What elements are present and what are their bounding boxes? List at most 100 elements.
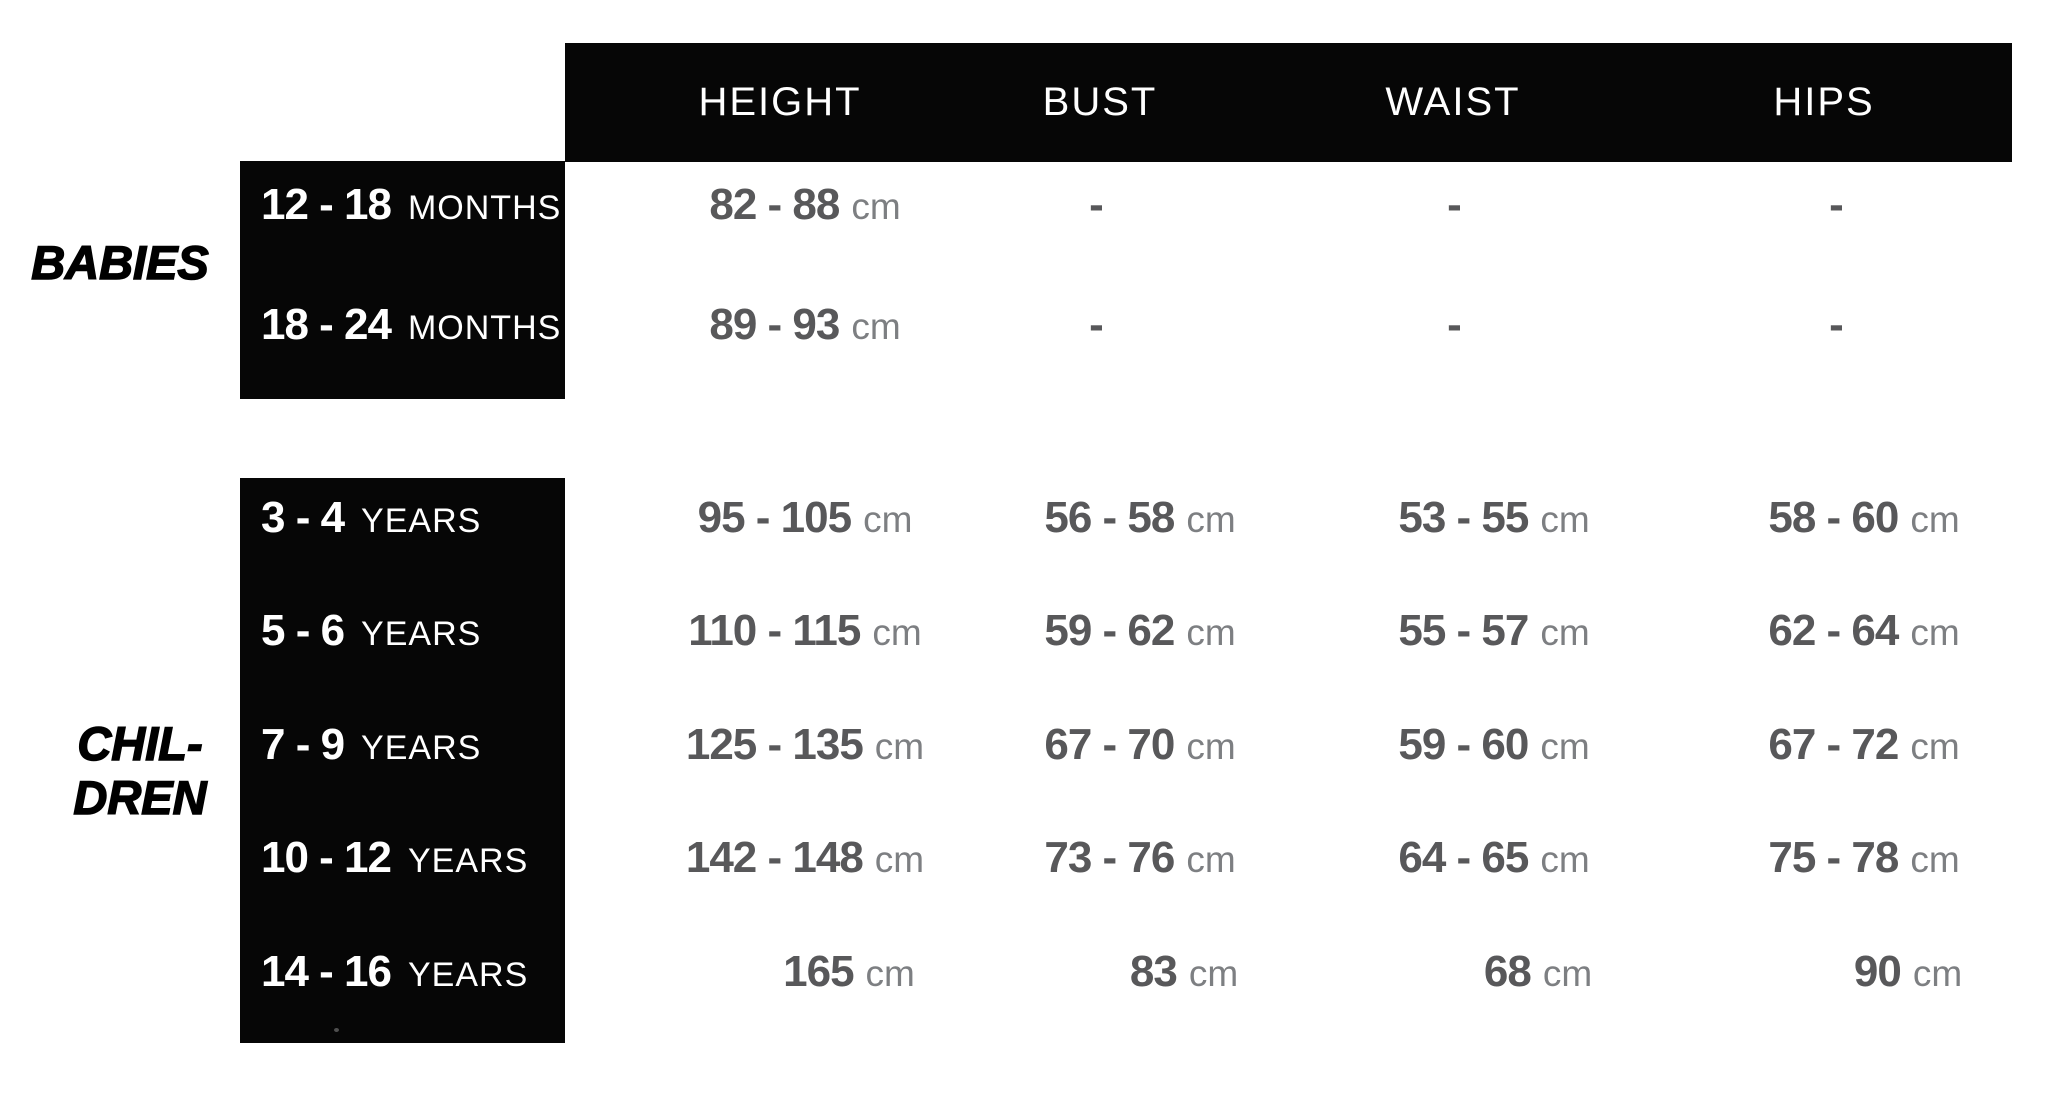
- value: 56 - 58: [1044, 493, 1175, 542]
- value-unit: cm: [1186, 839, 1236, 880]
- size-range: 5 - 6: [261, 606, 345, 655]
- value: 165: [783, 947, 854, 996]
- value: 68: [1483, 947, 1532, 996]
- cell-children-5-6-waist: 55 - 57 cm: [1324, 606, 1664, 656]
- value-unit: cm: [1540, 839, 1590, 880]
- cell-children-14-16-hips: 90 cm: [1738, 947, 2048, 997]
- cell-children-3-4-height: 95 - 105 cm: [635, 493, 975, 543]
- cell-children-7-9-hips: 67 - 72 cm: [1694, 720, 2034, 770]
- value: 59 - 62: [1044, 606, 1175, 655]
- cell-children-5-6-height: 110 - 115 cm: [635, 606, 975, 656]
- size-unit: YEARS: [407, 842, 529, 880]
- cell-children-10-12-height: 142 - 148 cm: [635, 833, 975, 883]
- section-label-children: CHIL- DREN: [20, 716, 260, 825]
- row-label-babies-18-24: 18 - 24 MONTHS: [261, 300, 561, 350]
- value-unit: cm: [1540, 499, 1590, 540]
- row-label-children-14-16: 14 - 16 YEARS: [261, 947, 528, 997]
- cell-babies-12-18-bust: -: [926, 180, 1266, 230]
- value: 62 - 64: [1768, 606, 1899, 655]
- column-header-bust: BUST: [1042, 80, 1158, 124]
- cell-children-7-9-bust: 67 - 70 cm: [970, 720, 1310, 770]
- row-label-children-5-6: 5 - 6 YEARS: [261, 606, 481, 656]
- value: 89 - 93: [709, 300, 840, 349]
- cell-babies-12-18-waist: -: [1284, 180, 1624, 230]
- size-unit: YEARS: [361, 502, 482, 540]
- size-range: 18 - 24: [261, 300, 392, 349]
- cell-children-7-9-height: 125 - 135 cm: [635, 720, 975, 770]
- value-unit: cm: [1910, 612, 1960, 653]
- value: -: [1089, 300, 1104, 349]
- babies-sizes-panel: [240, 161, 565, 399]
- value-unit: cm: [851, 306, 901, 347]
- column-header-waist: WAIST: [1385, 80, 1521, 124]
- value-unit: cm: [874, 839, 925, 880]
- value-unit: cm: [865, 953, 915, 994]
- value-unit: cm: [1186, 726, 1236, 767]
- value-unit: cm: [851, 186, 901, 227]
- cell-babies-18-24-hips: -: [1666, 300, 2006, 350]
- value-unit: cm: [1540, 726, 1590, 767]
- value-unit: cm: [1188, 953, 1239, 994]
- section-label-line: DREN: [73, 770, 208, 825]
- value: 64 - 65: [1398, 833, 1529, 882]
- column-header-height: HEIGHT: [698, 80, 862, 124]
- value-unit: cm: [1540, 612, 1590, 653]
- value: 110 - 115: [688, 606, 861, 655]
- size-unit: YEARS: [361, 729, 482, 767]
- cell-children-10-12-hips: 75 - 78 cm: [1694, 833, 2034, 883]
- section-label-line: BABIES: [30, 235, 209, 290]
- value-unit: cm: [1912, 953, 1963, 994]
- size-range: 10 - 12: [261, 833, 392, 882]
- cell-children-14-16-height: 165 cm: [679, 947, 1019, 997]
- value: -: [1447, 300, 1462, 349]
- value: 75 - 78: [1768, 833, 1899, 882]
- value-unit: cm: [1186, 612, 1236, 653]
- value-unit: cm: [874, 726, 925, 767]
- size-range: 7 - 9: [261, 720, 345, 769]
- value: 59 - 60: [1398, 720, 1529, 769]
- value-unit: cm: [1910, 726, 1960, 767]
- value: 142 - 148: [685, 833, 864, 882]
- value: 67 - 70: [1044, 720, 1175, 769]
- size-range: 14 - 16: [261, 947, 392, 996]
- cell-children-7-9-waist: 59 - 60 cm: [1324, 720, 1664, 770]
- stray-mark: [334, 1028, 339, 1032]
- cell-children-3-4-hips: 58 - 60 cm: [1694, 493, 2034, 543]
- cell-children-5-6-bust: 59 - 62 cm: [970, 606, 1310, 656]
- value: -: [1447, 180, 1462, 229]
- value-unit: cm: [1186, 499, 1236, 540]
- row-label-babies-12-18: 12 - 18 MONTHS: [261, 180, 561, 230]
- cell-children-3-4-bust: 56 - 58 cm: [970, 493, 1310, 543]
- size-unit: MONTHS: [407, 309, 562, 347]
- cell-babies-18-24-waist: -: [1284, 300, 1624, 350]
- table-header-bar: HEIGHT BUST WAIST HIPS: [565, 43, 2012, 162]
- row-label-children-10-12: 10 - 12 YEARS: [261, 833, 528, 883]
- section-label-babies: BABIES: [0, 235, 240, 290]
- section-label-line: CHIL-: [77, 716, 204, 771]
- cell-children-14-16-bust: 83 cm: [1014, 947, 1354, 997]
- value-unit: cm: [1910, 499, 1960, 540]
- value-unit: cm: [872, 612, 922, 653]
- value: 58 - 60: [1768, 493, 1899, 542]
- cell-children-10-12-bust: 73 - 76 cm: [970, 833, 1310, 883]
- value: 82 - 88: [709, 180, 840, 229]
- size-unit: YEARS: [361, 615, 482, 653]
- value: 95 - 105: [697, 493, 852, 542]
- size-range: 3 - 4: [261, 493, 345, 542]
- value-unit: cm: [1910, 839, 1960, 880]
- value: -: [1829, 180, 1844, 229]
- value: -: [1829, 300, 1844, 349]
- cell-children-10-12-waist: 64 - 65 cm: [1324, 833, 1664, 883]
- value-unit: cm: [1542, 953, 1593, 994]
- size-unit: YEARS: [407, 956, 529, 994]
- size-unit: MONTHS: [407, 189, 562, 227]
- column-header-hips: HIPS: [1773, 80, 1875, 124]
- cell-babies-12-18-height: 82 - 88 cm: [635, 180, 975, 230]
- value-unit: cm: [863, 499, 913, 540]
- value: 90: [1853, 947, 1902, 996]
- size-range: 12 - 18: [261, 180, 392, 229]
- cell-babies-12-18-hips: -: [1666, 180, 2006, 230]
- children-sizes-panel: [240, 478, 565, 1043]
- cell-children-3-4-waist: 53 - 55 cm: [1324, 493, 1664, 543]
- cell-children-5-6-hips: 62 - 64 cm: [1694, 606, 2034, 656]
